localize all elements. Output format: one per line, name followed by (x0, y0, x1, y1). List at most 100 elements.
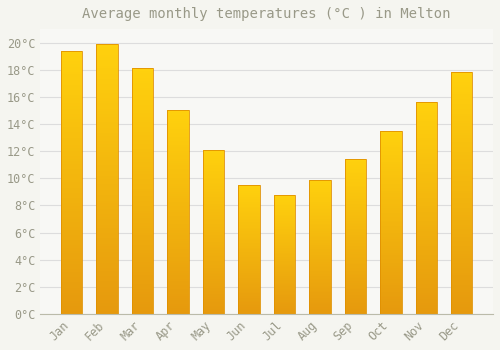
Bar (132, 76, 153, 78)
Bar (96, 182, 117, 184)
Bar (451, 188, 472, 191)
Bar (132, 135, 153, 137)
Bar (96, 155, 117, 158)
Bar (451, 193, 472, 196)
Bar (203, 288, 224, 289)
Bar (238, 287, 260, 288)
Bar (274, 258, 295, 259)
Bar (203, 281, 224, 283)
Bar (274, 199, 295, 201)
Bar (380, 294, 402, 296)
Bar (203, 193, 224, 194)
Bar (238, 194, 260, 195)
Bar (274, 251, 295, 252)
Bar (310, 232, 330, 233)
Bar (61, 119, 82, 122)
Bar (274, 303, 295, 304)
Bar (310, 266, 330, 267)
Bar (61, 264, 82, 266)
Bar (132, 142, 153, 145)
Bar (61, 122, 82, 125)
Bar (132, 267, 153, 270)
Bar (96, 158, 117, 160)
Bar (132, 289, 153, 292)
Bar (168, 167, 188, 169)
Bar (380, 164, 402, 166)
Bar (380, 261, 402, 262)
Bar (132, 145, 153, 147)
Bar (310, 209, 330, 210)
Bar (96, 222, 117, 225)
Bar (451, 208, 472, 210)
Bar (416, 282, 437, 284)
Bar (96, 287, 117, 289)
Bar (96, 117, 117, 120)
Bar (203, 160, 224, 161)
Bar (168, 180, 188, 182)
Bar (380, 193, 402, 195)
Bar (168, 149, 188, 151)
Bar (344, 299, 366, 300)
Bar (451, 287, 472, 290)
Bar (380, 301, 402, 303)
Bar (203, 152, 224, 153)
Bar (310, 205, 330, 206)
Bar (96, 52, 117, 55)
Bar (61, 232, 82, 235)
Bar (310, 282, 330, 283)
Bar (380, 173, 402, 175)
Bar (61, 251, 82, 253)
Bar (61, 146, 82, 148)
Bar (310, 204, 330, 205)
Bar (451, 256, 472, 258)
Bar (380, 246, 402, 248)
Bar (344, 264, 366, 266)
Bar (344, 269, 366, 271)
Bar (61, 177, 82, 180)
Bar (96, 249, 117, 252)
Bar (168, 111, 188, 314)
Bar (203, 205, 224, 207)
Bar (168, 196, 188, 198)
Bar (451, 196, 472, 198)
Bar (344, 206, 366, 207)
Bar (132, 297, 153, 299)
Bar (238, 191, 260, 193)
Bar (380, 305, 402, 307)
Bar (203, 191, 224, 192)
Bar (203, 173, 224, 174)
Bar (61, 180, 82, 182)
Bar (132, 196, 153, 198)
Bar (416, 197, 437, 199)
Bar (96, 84, 117, 87)
Bar (274, 211, 295, 212)
Bar (451, 157, 472, 159)
Bar (380, 231, 402, 233)
Bar (168, 216, 188, 218)
Bar (344, 189, 366, 190)
Bar (416, 265, 437, 267)
Bar (416, 147, 437, 149)
Bar (344, 173, 366, 175)
Bar (132, 213, 153, 216)
Bar (238, 288, 260, 289)
Bar (310, 221, 330, 223)
Bar (310, 229, 330, 231)
Bar (416, 257, 437, 259)
Bar (344, 291, 366, 292)
Bar (310, 311, 330, 313)
Bar (310, 299, 330, 300)
Bar (274, 254, 295, 256)
Bar (168, 165, 188, 167)
Bar (310, 275, 330, 276)
Bar (380, 178, 402, 180)
Bar (380, 310, 402, 312)
Bar (168, 312, 188, 314)
Bar (132, 302, 153, 304)
Bar (344, 172, 366, 173)
Bar (451, 123, 472, 126)
Bar (96, 44, 117, 47)
Bar (416, 174, 437, 176)
Bar (310, 308, 330, 310)
Bar (61, 230, 82, 232)
